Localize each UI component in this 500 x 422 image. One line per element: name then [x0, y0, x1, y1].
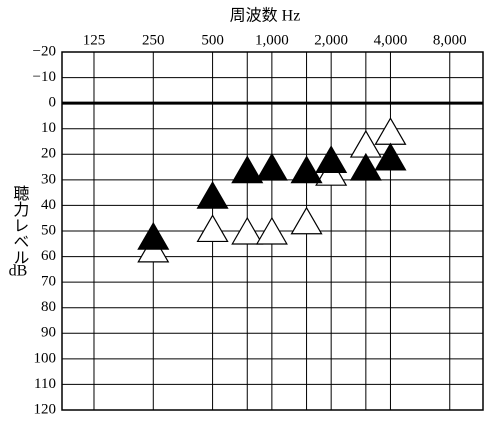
y-tick-label: 70: [41, 274, 56, 290]
x-tick-label: 1,000: [255, 32, 289, 48]
y-tick-label: 80: [41, 299, 56, 315]
triangle-marker: [196, 214, 229, 243]
y-axis-unit: dB: [9, 263, 28, 280]
triangle-marker: [290, 206, 323, 235]
triangle-marker: [231, 216, 264, 245]
y-tick-label: 120: [34, 401, 57, 417]
triangle-marker: [255, 216, 288, 245]
x-tick-label: 8,000: [433, 32, 467, 48]
x-tick-label: 500: [201, 32, 224, 48]
y-tick-label: 30: [41, 171, 56, 187]
y-tick-label: 50: [41, 222, 56, 238]
triangle-marker: [196, 180, 229, 209]
x-tick-label: 125: [83, 32, 106, 48]
y-tick-label: 90: [41, 325, 56, 341]
triangle-marker: [290, 155, 323, 184]
x-tick-label: 2,000: [314, 32, 348, 48]
y-tick-label: −20: [33, 43, 56, 59]
triangle-marker: [349, 152, 382, 181]
x-tick-label: 4,000: [374, 32, 408, 48]
y-tick-label: −10: [33, 69, 56, 85]
y-axis-label: 聴力レベル: [10, 185, 29, 265]
triangle-marker: [231, 155, 264, 184]
y-tick-label: 40: [41, 197, 56, 213]
y-tick-label: 20: [41, 146, 56, 162]
y-tick-label: 110: [34, 376, 56, 392]
y-tick-label: 60: [41, 248, 56, 264]
x-tick-label: 250: [142, 32, 165, 48]
chart-title: 周波数 Hz: [230, 7, 301, 25]
triangle-marker: [315, 145, 348, 173]
triangle-marker: [374, 117, 407, 145]
triangle-marker: [255, 152, 288, 181]
triangle-marker: [374, 142, 407, 171]
y-tick-label: 10: [41, 120, 56, 136]
y-tick-label: 100: [34, 350, 57, 366]
triangle-marker: [137, 221, 170, 250]
plot-frame: [61, 51, 484, 411]
y-tick-label: 0: [49, 95, 57, 111]
